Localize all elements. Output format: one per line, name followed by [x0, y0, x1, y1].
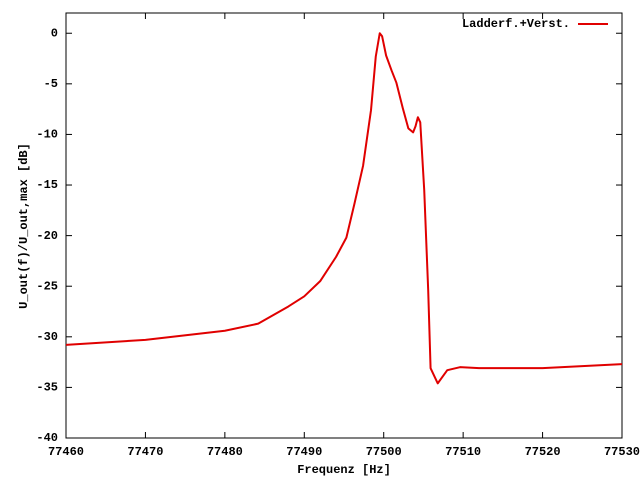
x-axis-label: Frequenz [Hz] [297, 463, 391, 477]
plot-frame [65, 12, 623, 439]
x-tick-label: 77460 [48, 445, 84, 459]
y-tick-label: -5 [44, 77, 58, 91]
x-tick-label: 77520 [525, 445, 561, 459]
y-tick-label: -15 [36, 178, 58, 192]
legend-label: Ladderf.+Verst. [462, 17, 570, 31]
x-tick-label: 77510 [445, 445, 481, 459]
x-tick-label: 77530 [604, 445, 640, 459]
x-tick-label: 77480 [207, 445, 243, 459]
y-tick-label: -25 [36, 279, 58, 293]
y-tick-label: -35 [36, 381, 58, 395]
y-tick-label: -30 [36, 330, 58, 344]
x-tick-label: 77500 [366, 445, 402, 459]
x-tick-label: 77470 [127, 445, 163, 459]
y-tick-label: -20 [36, 229, 58, 243]
y-tick-label: 0 [51, 26, 58, 40]
y-tick-label: -40 [36, 431, 58, 445]
y-tick-label: -10 [36, 128, 58, 142]
y-axis-label: U_out(f)/U_out,max [dB] [17, 143, 31, 309]
x-tick-label: 77490 [286, 445, 322, 459]
line-series [65, 32, 623, 385]
